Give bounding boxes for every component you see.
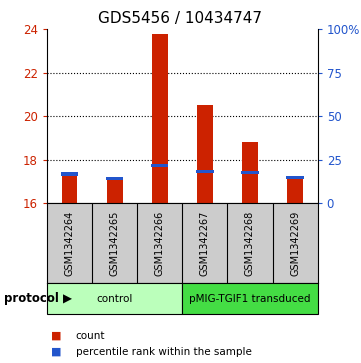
Bar	[241, 171, 259, 175]
Text: GSM1342264: GSM1342264	[65, 211, 74, 276]
Bar	[61, 172, 78, 175]
Text: GDS5456 / 10434747: GDS5456 / 10434747	[99, 11, 262, 26]
Bar	[196, 170, 214, 174]
FancyBboxPatch shape	[182, 283, 318, 314]
Text: control: control	[96, 294, 133, 303]
Text: ■: ■	[51, 347, 61, 357]
Bar	[151, 163, 169, 167]
Bar	[287, 179, 303, 203]
Bar	[286, 176, 304, 179]
Text: count: count	[76, 331, 105, 341]
Text: GSM1342268: GSM1342268	[245, 211, 255, 276]
Text: GSM1342265: GSM1342265	[110, 211, 119, 276]
Text: protocol ▶: protocol ▶	[4, 292, 71, 305]
Bar	[107, 180, 122, 203]
Bar	[242, 142, 258, 203]
Text: GSM1342266: GSM1342266	[155, 211, 165, 276]
FancyBboxPatch shape	[47, 283, 182, 314]
Text: GSM1342269: GSM1342269	[290, 211, 300, 276]
Bar	[152, 34, 168, 203]
Text: pMIG-TGIF1 transduced: pMIG-TGIF1 transduced	[189, 294, 311, 303]
Bar	[62, 173, 77, 203]
Bar	[197, 105, 213, 203]
Text: percentile rank within the sample: percentile rank within the sample	[76, 347, 252, 357]
Text: GSM1342267: GSM1342267	[200, 211, 210, 276]
Text: ■: ■	[51, 331, 61, 341]
Bar	[106, 177, 123, 180]
